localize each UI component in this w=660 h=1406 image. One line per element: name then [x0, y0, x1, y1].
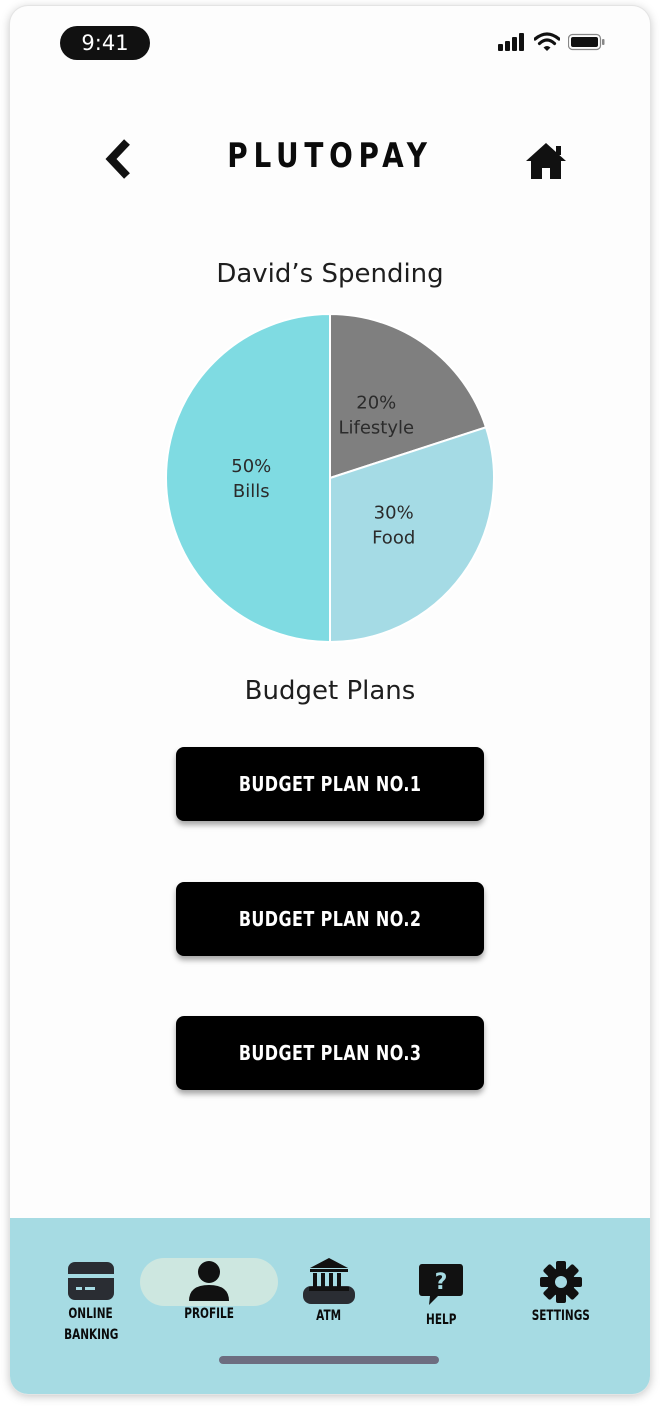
pie-label-bills: 50% Bills	[231, 456, 271, 502]
bank-icon	[302, 1256, 356, 1306]
gear-icon	[539, 1258, 583, 1306]
budget-plan-1-button[interactable]: BUDGET PLAN NO.1	[176, 747, 484, 821]
home-indicator	[219, 1356, 439, 1364]
chevron-left-icon	[105, 139, 130, 179]
bottom-nav: ONLINE BANKING PROFILE	[10, 1218, 650, 1394]
phone-screen: 9:41 PLUTOPAY David’s Spending 2	[10, 6, 650, 1394]
home-button[interactable]	[522, 138, 570, 184]
nav-online-banking[interactable]: ONLINE BANKING	[36, 1218, 146, 1358]
nav-label-atm: ATM	[316, 1308, 342, 1324]
help-icon: ?	[418, 1260, 464, 1310]
wifi-icon	[534, 32, 560, 51]
back-button[interactable]	[96, 136, 142, 182]
pie-slice-food	[329, 426, 495, 644]
nav-label-help: HELP	[425, 1312, 457, 1328]
status-time: 9:41	[60, 26, 150, 60]
pie-label-lifestyle: 20% Lifestyle	[338, 392, 414, 438]
budget-plan-2-button[interactable]: BUDGET PLAN NO.2	[176, 882, 484, 956]
budget-plan-1-label: BUDGET PLAN NO.1	[238, 772, 422, 796]
battery-icon	[568, 33, 605, 51]
status-icons	[498, 32, 606, 52]
nav-settings[interactable]: SETTINGS	[506, 1218, 616, 1358]
budget-plan-2-label: BUDGET PLAN NO.2	[238, 907, 422, 931]
card-icon	[67, 1258, 115, 1304]
spending-pie-chart: 20% Lifestyle 30% Food 50% Bills	[165, 312, 495, 644]
svg-text:?: ?	[435, 1270, 448, 1295]
nav-profile[interactable]: PROFILE	[154, 1218, 264, 1358]
chart-title: David’s Spending	[216, 259, 444, 289]
budget-plan-3-label: BUDGET PLAN NO.3	[238, 1041, 422, 1065]
nav-label-banking: BANKING	[63, 1327, 119, 1343]
app-title: PLUTOPAY	[227, 136, 433, 176]
nav-label-settings: SETTINGS	[531, 1308, 591, 1324]
signal-icon	[498, 33, 524, 51]
budget-plan-3-button[interactable]: BUDGET PLAN NO.3	[176, 1016, 484, 1090]
pie-slice-lifestyle	[329, 312, 488, 480]
pie-label-food: 30% Food	[372, 502, 415, 548]
nav-help[interactable]: ? HELP	[386, 1218, 496, 1358]
nav-atm[interactable]: ATM	[274, 1218, 384, 1358]
nav-label-profile: PROFILE	[184, 1306, 234, 1322]
user-icon	[187, 1258, 231, 1304]
pie-slice-bills	[165, 312, 331, 644]
nav-label-online: ONLINE	[68, 1306, 114, 1322]
budget-plans-title: Budget Plans	[244, 676, 416, 706]
home-icon	[526, 143, 566, 179]
